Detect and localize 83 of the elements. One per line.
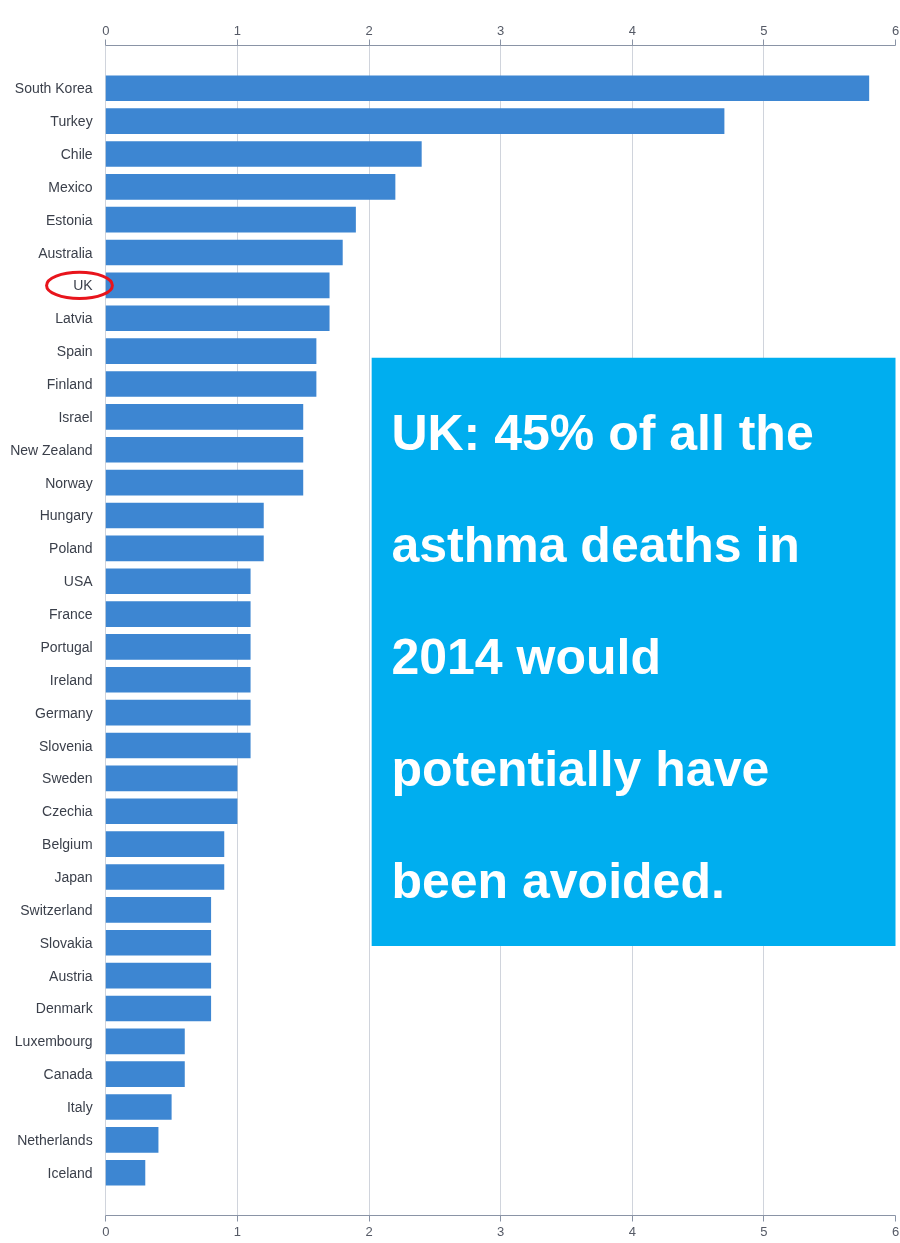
y-tick-label: Canada — [43, 1066, 93, 1083]
y-tick-label: Slovenia — [38, 737, 93, 754]
y-tick-label: Ireland — [49, 671, 93, 688]
bar — [105, 1028, 185, 1055]
bar — [105, 699, 251, 726]
y-tick-label: UK — [73, 277, 94, 294]
y-tick-label: Denmark — [35, 1000, 94, 1017]
x2-tick-label: 0 — [102, 1223, 110, 1239]
bar — [105, 535, 264, 562]
bar — [105, 404, 304, 430]
y-tick-label: Hungary — [39, 507, 93, 524]
y-tick-label: Israel — [58, 408, 93, 425]
bar — [105, 1094, 172, 1120]
bar — [105, 305, 330, 332]
x-tick-label: 2 — [365, 22, 373, 38]
x2-tick-label: 1 — [233, 1223, 242, 1239]
x2-tick-label: 4 — [628, 1223, 636, 1239]
bar — [105, 469, 304, 496]
bar — [105, 141, 422, 167]
annotation: UK: 45% of all the asthma deaths in 2014 would potentially have been avoided. — [391, 405, 814, 910]
y-tick-label: Japan — [54, 868, 93, 885]
y-tick-label: Australia — [38, 244, 93, 261]
y-tick-label: Czechia — [42, 803, 93, 820]
x2-tick-label: 6 — [891, 1223, 900, 1239]
y-tick-label: Luxembourg — [14, 1033, 93, 1050]
bar — [105, 75, 870, 102]
y-tick-label: New Zealand — [10, 441, 93, 458]
y-tick-label: Italy — [66, 1099, 93, 1116]
bar — [105, 666, 251, 693]
y-tick-label: Finland — [46, 376, 93, 393]
y-tick-label: Norway — [45, 474, 93, 491]
x2-tick-label: 2 — [365, 1223, 373, 1239]
y-tick-label: Portugal — [40, 638, 93, 655]
x-tick-label: 4 — [628, 22, 636, 38]
bar — [105, 765, 238, 792]
bar — [105, 897, 212, 923]
bar — [105, 634, 251, 660]
y-tick-label: South Korea — [14, 80, 93, 97]
y-tick-label: Sweden — [42, 770, 93, 787]
x2-tick-label: 5 — [760, 1223, 768, 1239]
y-tick-label: Germany — [35, 704, 93, 721]
bar — [105, 206, 356, 233]
x-tick-label: 0 — [102, 22, 110, 38]
bar — [105, 239, 343, 266]
y-tick-label: Spain — [56, 343, 93, 360]
bar — [105, 108, 725, 134]
x-tick-label: 5 — [760, 22, 768, 38]
bar — [105, 502, 264, 529]
y-tick-label: Austria — [49, 967, 93, 984]
bar — [105, 568, 251, 595]
bar — [105, 601, 251, 627]
bar — [105, 798, 238, 825]
bar — [105, 1127, 159, 1153]
bar — [105, 962, 212, 989]
y-tick-label: Belgium — [42, 836, 93, 853]
bar — [105, 436, 304, 463]
bar — [105, 1061, 185, 1087]
y-tick-label: France — [49, 606, 93, 623]
bar — [105, 1159, 146, 1186]
x-tick-label: 6 — [891, 22, 900, 38]
x-tick-label: 1 — [233, 22, 242, 38]
y-tick-label: USA — [63, 573, 94, 590]
bar — [105, 371, 317, 397]
bar — [105, 732, 251, 759]
bar — [105, 929, 212, 956]
y-tick-label: Turkey — [50, 113, 93, 130]
y-tick-label: Slovakia — [39, 934, 93, 951]
y-tick-label: Latvia — [55, 310, 93, 327]
y-tick-label: Estonia — [45, 211, 93, 228]
x2-tick-label: 3 — [497, 1223, 505, 1239]
bar — [105, 995, 212, 1022]
bar — [105, 831, 225, 857]
bar — [105, 174, 396, 200]
y-tick-label: Switzerland — [20, 901, 93, 918]
y-tick-label: Chile — [60, 145, 93, 162]
bar — [105, 338, 317, 364]
y-tick-label: Iceland — [47, 1164, 93, 1181]
bar — [105, 272, 330, 299]
y-tick-label: Poland — [49, 540, 93, 557]
y-tick-label: Netherlands — [17, 1131, 93, 1148]
y-tick-label: Mexico — [48, 178, 93, 195]
bar — [105, 864, 225, 890]
x-tick-label: 3 — [497, 22, 505, 38]
